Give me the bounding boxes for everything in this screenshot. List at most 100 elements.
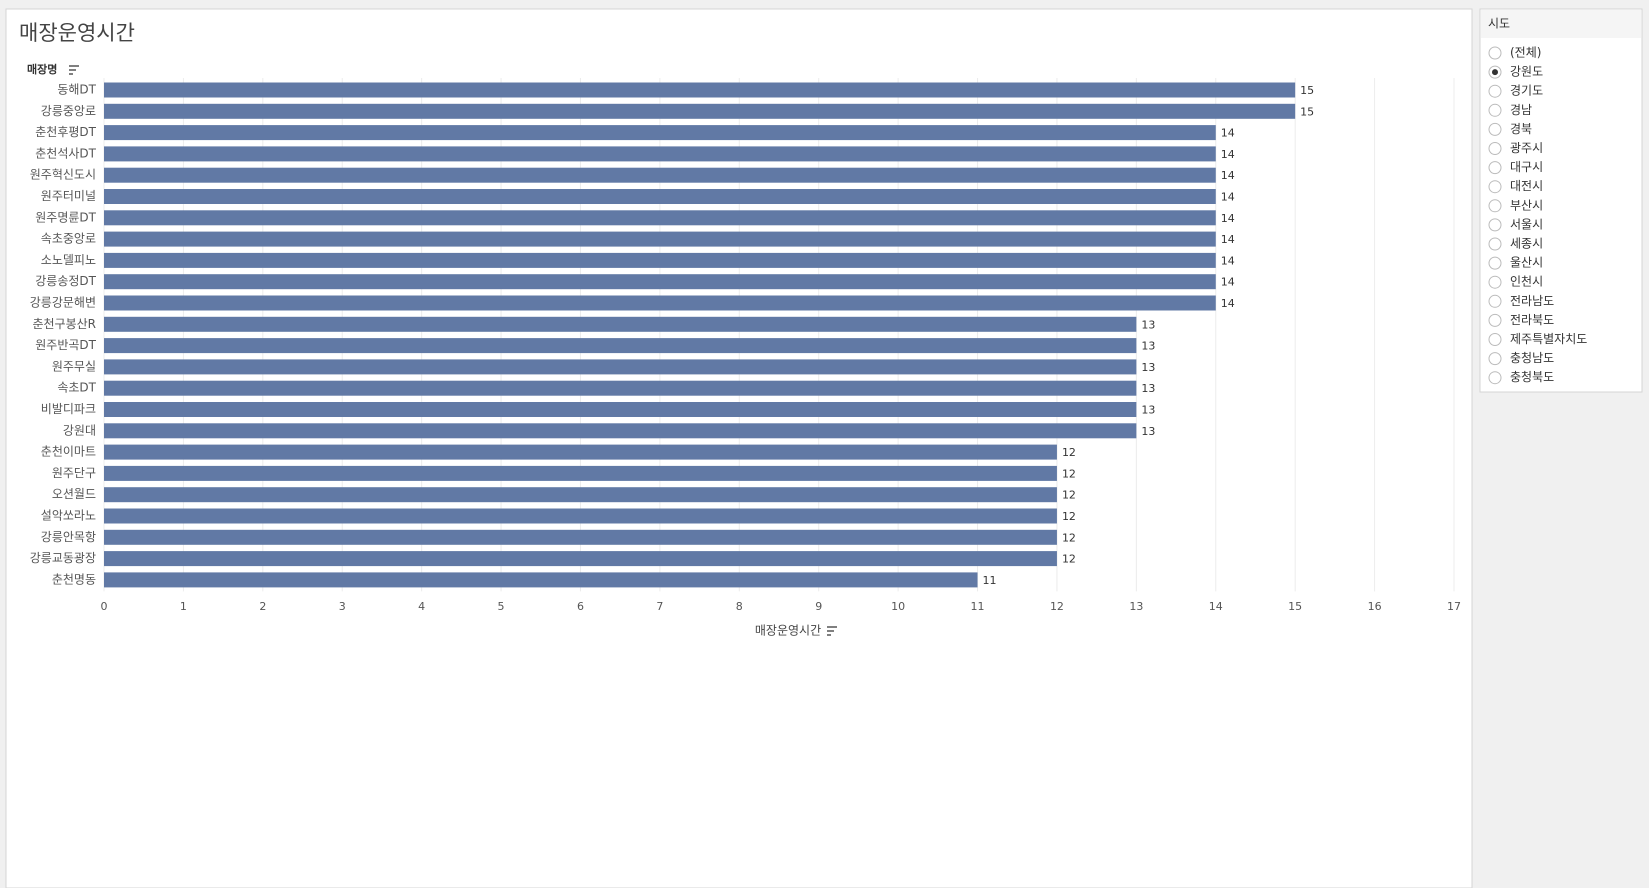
bar[interactable] (104, 380, 1137, 396)
radio-button[interactable] (1488, 218, 1502, 232)
filter-option[interactable]: 경남 (1510, 103, 1532, 117)
bar[interactable] (104, 508, 1057, 524)
filter-option[interactable]: 충청북도 (1510, 370, 1554, 384)
x-axis-title[interactable]: 매장운영시간 (755, 624, 821, 638)
y-axis-header[interactable]: 매장명 (27, 62, 57, 76)
bar[interactable] (104, 252, 1216, 268)
bar[interactable] (104, 444, 1057, 460)
y-tick-label: 원주혁신도시 (30, 168, 96, 182)
filter-option[interactable]: 제주특별자치도 (1510, 332, 1587, 346)
y-tick-label: 소노델피노 (41, 253, 96, 267)
x-tick-label: 8 (736, 600, 743, 613)
radio-button[interactable] (1488, 333, 1502, 346)
y-tick-label: 춘천이마트 (41, 444, 96, 459)
bar[interactable] (104, 125, 1216, 141)
filter-option[interactable]: 인천시 (1510, 274, 1543, 289)
bar[interactable] (104, 338, 1137, 354)
filter-option[interactable]: 경기도 (1510, 84, 1543, 98)
x-tick-label: 17 (1447, 600, 1461, 613)
radio-button[interactable] (1488, 180, 1502, 194)
data-label: 13 (1141, 361, 1155, 374)
x-tick-label: 7 (656, 600, 663, 613)
radio-button[interactable] (1488, 352, 1502, 366)
radio-button[interactable] (1488, 46, 1502, 60)
filter-option[interactable]: 대전시 (1510, 179, 1543, 193)
bar[interactable] (104, 572, 978, 588)
bar[interactable] (104, 210, 1216, 226)
y-tick-label: 강릉교동광장 (30, 551, 96, 565)
filter-option[interactable]: 전라남도 (1510, 294, 1554, 308)
y-tick-label: 강릉중앙로 (41, 104, 96, 118)
bar[interactable] (104, 189, 1216, 204)
bar[interactable] (104, 316, 1137, 332)
data-label: 12 (1062, 489, 1076, 502)
bar[interactable] (104, 465, 1057, 481)
filter-option[interactable]: 강원도 (1510, 65, 1543, 79)
bar[interactable] (104, 82, 1296, 98)
data-label: 13 (1141, 340, 1155, 353)
radio-button[interactable] (1488, 371, 1502, 385)
bar[interactable] (104, 167, 1216, 183)
chart-title: 매장운영시간 (19, 21, 135, 45)
filter-option[interactable]: 부산시 (1510, 198, 1543, 212)
bar[interactable] (104, 274, 1216, 290)
x-tick-label: 13 (1129, 600, 1143, 613)
radio-button[interactable] (1488, 256, 1502, 270)
bar[interactable] (104, 295, 1216, 311)
radio-button[interactable] (1488, 199, 1502, 213)
radio-button[interactable] (1488, 237, 1502, 251)
bar[interactable] (104, 402, 1137, 417)
data-label: 13 (1141, 425, 1155, 438)
y-tick-label: 속초DT (57, 381, 96, 395)
x-tick-label: 10 (891, 600, 905, 613)
bar[interactable] (104, 146, 1216, 162)
radio-button[interactable] (1488, 294, 1502, 308)
filter-option[interactable]: 대구시 (1510, 160, 1543, 174)
radio-button[interactable] (1488, 275, 1502, 289)
filter-option[interactable]: 세종시 (1510, 237, 1543, 251)
data-label: 15 (1300, 105, 1314, 118)
filter-option[interactable]: 광주시 (1510, 141, 1543, 155)
bar[interactable] (104, 423, 1137, 439)
x-tick-label: 14 (1209, 600, 1223, 613)
bar[interactable] (104, 231, 1216, 247)
y-tick-label: 강원대 (63, 423, 96, 437)
y-tick-label: 춘천석사DT (35, 145, 96, 160)
bar[interactable] (104, 529, 1057, 545)
radio-button[interactable] (1488, 313, 1502, 327)
bar[interactable] (104, 551, 1057, 567)
x-tick-label: 5 (498, 600, 505, 613)
filter-option[interactable]: 서울시 (1510, 217, 1543, 231)
data-label: 15 (1300, 84, 1314, 97)
data-label: 14 (1221, 212, 1235, 225)
bar[interactable] (104, 359, 1137, 375)
data-label: 12 (1062, 553, 1076, 566)
radio-button[interactable] (1488, 122, 1502, 136)
radio-dot[interactable] (1492, 69, 1498, 76)
x-tick-label: 4 (418, 600, 425, 613)
data-label: 14 (1221, 191, 1235, 204)
x-tick-label: 2 (259, 600, 266, 613)
filter-option[interactable]: 전라북도 (1510, 313, 1554, 327)
radio-button[interactable] (1488, 103, 1502, 117)
filter-option[interactable]: (전체) (1510, 46, 1541, 60)
y-tick-label: 원주반곡DT (35, 338, 96, 352)
filter-option[interactable]: 울산시 (1510, 256, 1543, 270)
filter-option[interactable]: 충청남도 (1510, 351, 1554, 365)
sort-icon[interactable] (827, 626, 837, 636)
radio-button[interactable] (1488, 142, 1502, 155)
filter-panel (1479, 8, 1643, 393)
x-tick-label: 6 (577, 600, 584, 613)
data-label: 12 (1062, 467, 1076, 480)
y-tick-label: 설악쏘라노 (41, 509, 96, 523)
radio-button[interactable] (1488, 84, 1502, 98)
radio-button[interactable] (1488, 161, 1502, 175)
sort-icon[interactable] (69, 65, 79, 75)
filter-option[interactable]: 경북 (1510, 122, 1532, 136)
filter-title: 시도 (1488, 17, 1510, 31)
bar[interactable] (104, 487, 1057, 503)
x-tick-label: 16 (1368, 600, 1382, 613)
bar[interactable] (104, 103, 1296, 119)
data-label: 14 (1221, 148, 1235, 161)
